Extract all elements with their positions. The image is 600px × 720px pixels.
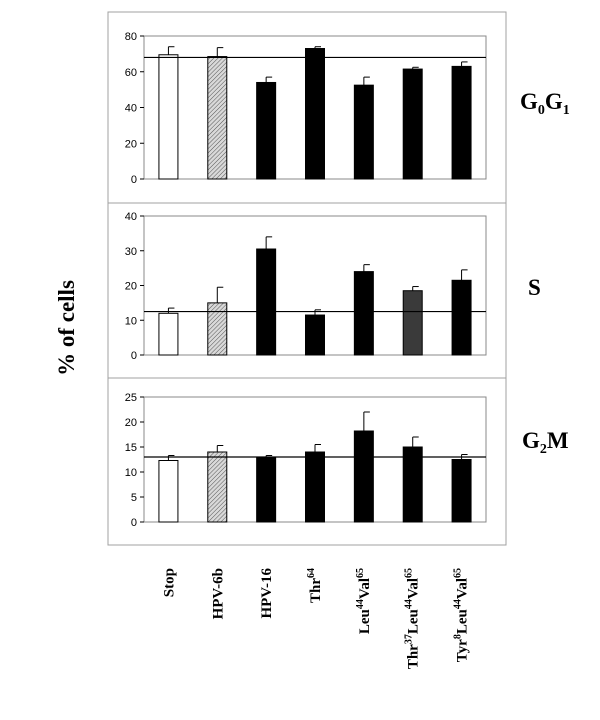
y-tick-label: 0	[131, 174, 137, 186]
bar-stop	[158, 312, 179, 356]
bar-stop	[158, 460, 179, 523]
category-label: Tyr8Leu44Val65	[453, 568, 471, 662]
bar-hpv-6b	[207, 451, 228, 523]
bar-hpv-16	[256, 457, 277, 523]
bar-thr37leu44val65	[402, 290, 423, 356]
bar-tyr8leu44val65	[451, 65, 472, 180]
y-tick-label: 0	[131, 517, 137, 529]
bar-thr64	[305, 48, 325, 180]
bar-hpv-16	[256, 248, 277, 356]
y-tick-label: 10	[125, 467, 137, 479]
panel-label: G2M	[522, 428, 569, 457]
category-label: HPV-6b	[210, 568, 226, 619]
y-axis-label: % of cells	[54, 280, 79, 376]
y-tick-label: 25	[125, 392, 137, 404]
y-tick-label: 5	[131, 492, 137, 504]
category-label: HPV-16	[259, 568, 275, 619]
panel-label: S	[528, 275, 541, 300]
bar-hpv-6b	[207, 302, 228, 356]
panel-2: 0 5 10 15 20 25 G2M	[125, 392, 569, 529]
bar-leu44val65	[353, 271, 374, 356]
y-tick-label: 20	[125, 417, 137, 429]
bar-leu44val65	[353, 84, 374, 180]
category-label: Thr37Leu44Val65	[404, 568, 422, 669]
y-tick-label: 15	[125, 442, 137, 454]
y-tick-label: 0	[131, 350, 137, 362]
y-tick-label: 80	[125, 31, 137, 43]
panel-0: 0 20 40 60 80 G0G1	[125, 31, 570, 186]
bar-thr37leu44val65	[402, 68, 423, 180]
category-label: Thr64	[306, 568, 324, 603]
category-label: Stop	[161, 568, 177, 597]
bar-hpv-16	[256, 81, 277, 180]
chart-panels: 0 20 40 60 80 G0G1 0 10 20 30 40 S 0 5 10 15 20 25 G2M	[125, 31, 570, 529]
y-tick-label: 40	[125, 103, 137, 115]
bar-thr64	[305, 451, 325, 523]
bar-tyr8leu44val65	[451, 279, 472, 356]
y-tick-label: 10	[125, 315, 137, 327]
bar-stop	[158, 54, 179, 180]
bar-thr37leu44val65	[402, 446, 423, 523]
bar-tyr8leu44val65	[451, 459, 472, 523]
y-tick-label: 20	[125, 281, 137, 293]
panel-1: 0 10 20 30 40 S	[125, 211, 541, 362]
panel-frame-g2m	[107, 377, 507, 546]
y-tick-label: 20	[125, 138, 137, 150]
bar-leu44val65	[353, 430, 374, 523]
y-tick-label: 30	[125, 246, 137, 258]
panel-label: G0G1	[520, 89, 570, 118]
bar-hpv-6b	[207, 56, 228, 180]
y-tick-label: 40	[125, 211, 137, 223]
category-labels: Stop HPV-6b HPV-16 Thr64 Leu44Val65 Thr37Leu4…	[161, 568, 470, 670]
y-tick-label: 60	[125, 67, 137, 79]
category-label: Leu44Val65	[355, 568, 373, 634]
bar-thr64	[305, 314, 325, 356]
